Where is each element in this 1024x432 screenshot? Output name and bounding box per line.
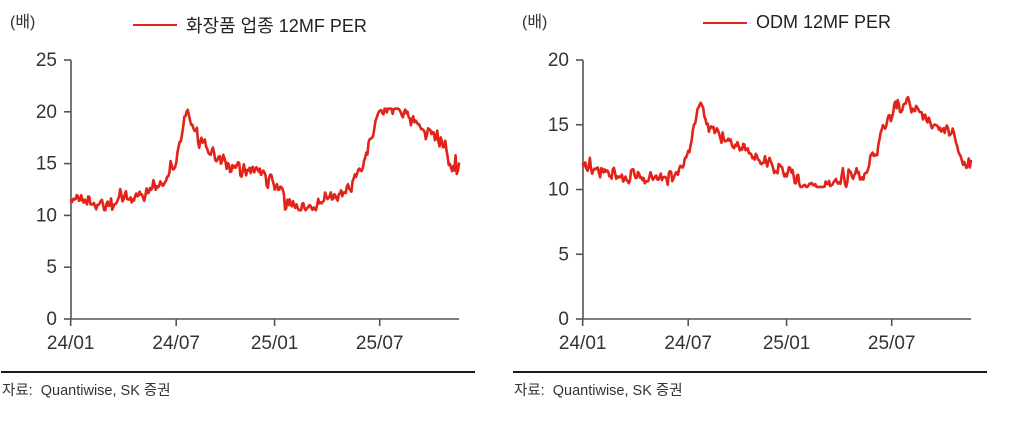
svg-text:24/07: 24/07 bbox=[664, 333, 712, 354]
svg-text:25/07: 25/07 bbox=[868, 333, 916, 354]
svg-text:24/07: 24/07 bbox=[152, 333, 200, 354]
svg-text:25/01: 25/01 bbox=[251, 333, 299, 354]
svg-text:5: 5 bbox=[46, 257, 57, 278]
svg-text:25: 25 bbox=[36, 50, 57, 71]
svg-text:15: 15 bbox=[548, 115, 569, 136]
svg-text:24/01: 24/01 bbox=[47, 333, 95, 354]
svg-text:20: 20 bbox=[36, 102, 57, 123]
svg-text:20: 20 bbox=[548, 50, 569, 71]
svg-text:15: 15 bbox=[36, 154, 57, 175]
svg-text:10: 10 bbox=[548, 180, 569, 201]
svg-text:0: 0 bbox=[46, 309, 57, 330]
svg-text:25/01: 25/01 bbox=[763, 333, 811, 354]
svg-text:24/01: 24/01 bbox=[559, 333, 607, 354]
svg-text:0: 0 bbox=[558, 309, 569, 330]
svg-text:25/07: 25/07 bbox=[356, 333, 404, 354]
svg-text:10: 10 bbox=[36, 205, 57, 226]
svg-text:5: 5 bbox=[558, 244, 569, 265]
